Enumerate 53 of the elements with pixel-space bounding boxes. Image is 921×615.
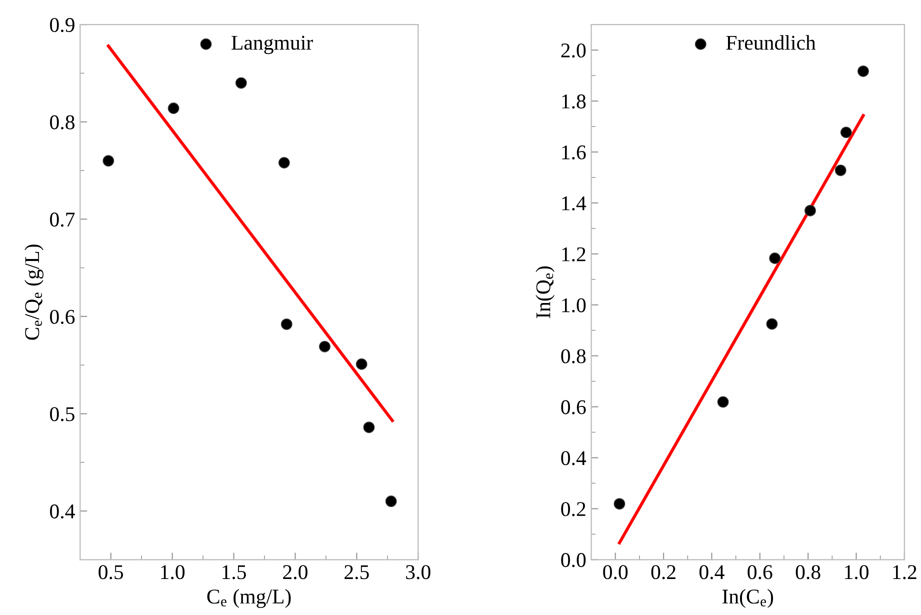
point — [356, 358, 368, 370]
point — [834, 164, 846, 176]
y-tick-label: 1.4 — [562, 196, 586, 210]
point — [766, 318, 778, 330]
legend-label: Freundlich — [726, 35, 816, 50]
y-axis-title: C$_{e}$/Q$_{e}$ (g/L) — [24, 244, 44, 340]
x-tick-label: 1.0 — [845, 565, 868, 580]
y-tick-label: 0.6 — [50, 310, 75, 324]
point — [102, 155, 114, 167]
y-tick-label: 0.8 — [561, 349, 586, 364]
legend-label: Langmuir — [232, 36, 313, 54]
x-tick-label: 0.0 — [603, 565, 628, 580]
y-tick-label: 0.0 — [561, 553, 586, 568]
point — [363, 422, 375, 434]
x-tick-label: 0.2 — [651, 565, 676, 580]
point — [804, 204, 816, 216]
point — [858, 65, 869, 77]
x-tick-label: 3.0 — [406, 565, 430, 580]
point — [278, 157, 290, 168]
x-tick-label: 0.5 — [98, 565, 124, 580]
x-tick-label: 0.6 — [748, 565, 772, 580]
y-tick-label: 1.6 — [562, 145, 586, 160]
point — [769, 252, 781, 264]
y-tick-label: 0.9 — [50, 18, 74, 32]
x-tick-label: 1.2 — [893, 565, 916, 580]
point — [717, 396, 729, 408]
point — [235, 77, 247, 89]
point — [168, 102, 180, 114]
y-tick-label: 1.2 — [562, 247, 586, 262]
point — [840, 126, 852, 138]
point — [280, 318, 292, 330]
x-tick-label: 2.0 — [283, 565, 308, 580]
y-tick-label: 0.8 — [50, 115, 74, 130]
y-tick-label: 1.8 — [562, 94, 586, 109]
y-tick-label: 2.0 — [561, 43, 586, 58]
y-tick-label: 0.6 — [561, 400, 586, 414]
y-tick-label: 1.0 — [562, 298, 586, 312]
x-tick-label: 2.5 — [344, 565, 369, 580]
y-tick-label: 0.4 — [50, 504, 75, 519]
x-tick-label: 1.5 — [222, 565, 246, 580]
y-axis-title: In(Q$_{e}$) — [536, 266, 555, 318]
x-axis-title: C$_{e}$ (mg/L) — [207, 588, 291, 608]
y-tick-label: 0.4 — [561, 451, 586, 466]
x-tick-label: 0.4 — [699, 565, 724, 580]
y-tick-label: 0.5 — [50, 407, 74, 422]
point — [614, 498, 626, 510]
x-axis-title: In(C$_{e}$) — [722, 588, 774, 608]
x-tick-label: 1.0 — [161, 565, 185, 580]
y-tick-label: 0.2 — [561, 502, 586, 516]
x-tick-label: 0.8 — [796, 565, 820, 580]
point — [318, 340, 330, 352]
point — [385, 496, 397, 508]
y-tick-label: 0.7 — [50, 212, 75, 227]
